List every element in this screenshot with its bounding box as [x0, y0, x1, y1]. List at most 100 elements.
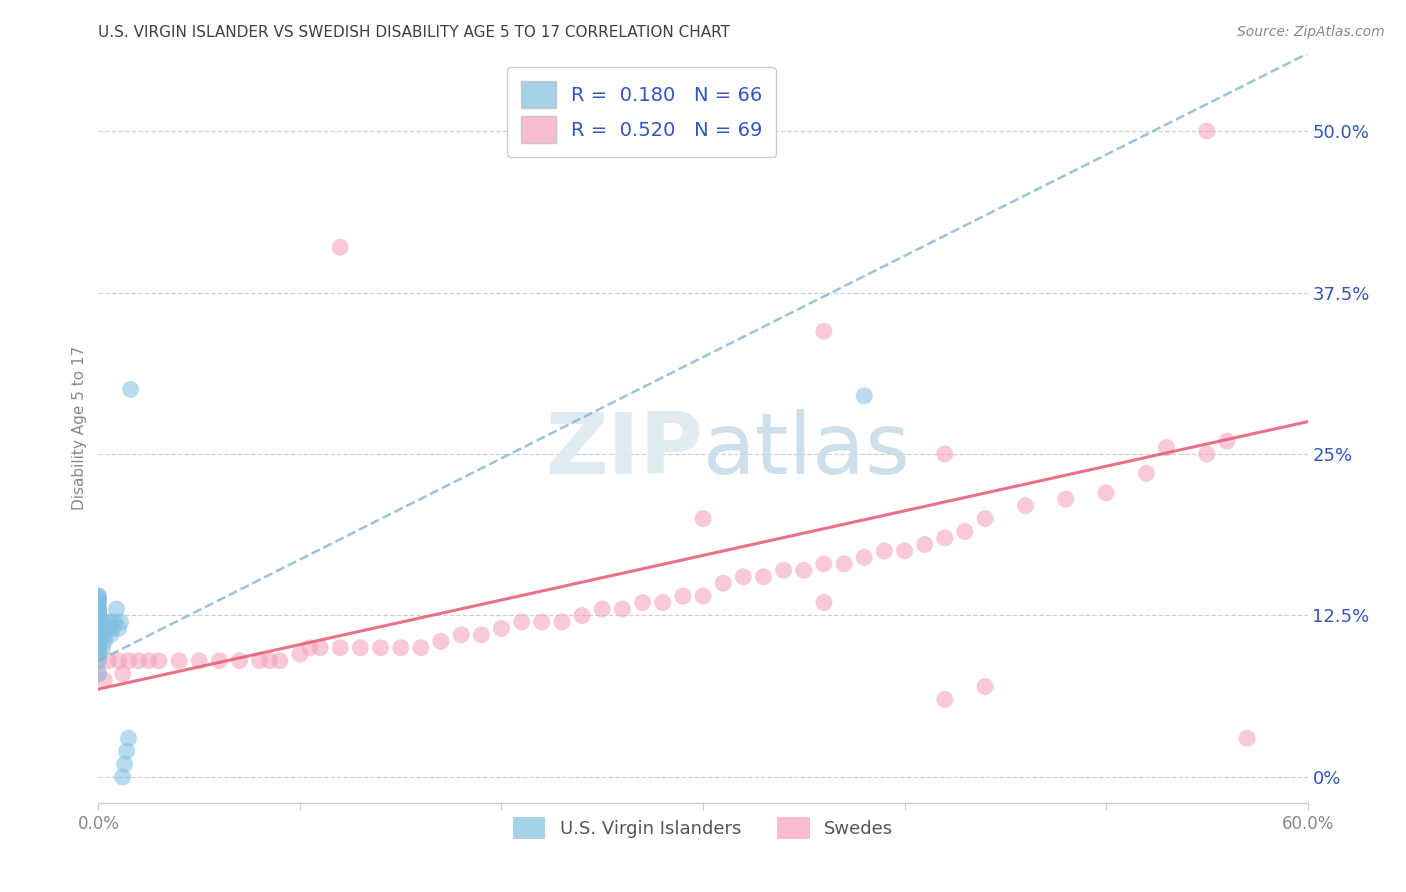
- Point: [87, 607, 110, 622]
- Point: [631, 596, 654, 610]
- Point: [389, 640, 412, 655]
- Point: [87, 628, 110, 642]
- Point: [87, 666, 110, 681]
- Point: [87, 621, 110, 635]
- Text: U.S. VIRGIN ISLANDER VS SWEDISH DISABILITY AGE 5 TO 17 CORRELATION CHART: U.S. VIRGIN ISLANDER VS SWEDISH DISABILI…: [98, 25, 731, 40]
- Point: [148, 654, 170, 668]
- Point: [409, 640, 432, 655]
- Point: [87, 640, 110, 655]
- Point: [87, 608, 110, 623]
- Point: [249, 654, 271, 668]
- Point: [111, 770, 134, 784]
- Point: [288, 647, 311, 661]
- Point: [87, 634, 110, 648]
- Point: [138, 654, 160, 668]
- Point: [853, 550, 876, 565]
- Point: [87, 619, 110, 633]
- Point: [93, 634, 115, 648]
- Point: [118, 731, 141, 746]
- Point: [813, 324, 835, 338]
- Point: [87, 591, 110, 606]
- Point: [934, 447, 956, 461]
- Point: [87, 602, 110, 616]
- Point: [96, 621, 118, 635]
- Point: [934, 692, 956, 706]
- Point: [733, 570, 755, 584]
- Point: [87, 628, 110, 642]
- Point: [832, 557, 855, 571]
- Point: [651, 596, 673, 610]
- Point: [87, 614, 110, 628]
- Point: [97, 615, 120, 629]
- Point: [329, 240, 352, 254]
- Point: [1135, 467, 1157, 481]
- Point: [87, 640, 110, 655]
- Text: atlas: atlas: [703, 409, 911, 492]
- Point: [1216, 434, 1239, 448]
- Point: [711, 576, 734, 591]
- Point: [167, 654, 190, 668]
- Point: [491, 621, 513, 635]
- Point: [813, 596, 835, 610]
- Point: [87, 640, 110, 655]
- Point: [1014, 499, 1036, 513]
- Point: [309, 640, 332, 655]
- Point: [87, 611, 110, 625]
- Point: [87, 615, 110, 629]
- Point: [87, 628, 110, 642]
- Point: [87, 634, 110, 648]
- Point: [1195, 447, 1218, 461]
- Point: [87, 596, 110, 610]
- Point: [87, 631, 110, 645]
- Point: [87, 640, 110, 655]
- Point: [87, 612, 110, 626]
- Point: [87, 654, 110, 668]
- Text: Source: ZipAtlas.com: Source: ZipAtlas.com: [1237, 25, 1385, 39]
- Point: [813, 557, 835, 571]
- Point: [329, 640, 352, 655]
- Point: [97, 654, 120, 668]
- Point: [107, 621, 129, 635]
- Point: [1095, 485, 1118, 500]
- Point: [299, 640, 322, 655]
- Point: [114, 757, 136, 772]
- Point: [87, 615, 110, 629]
- Point: [100, 615, 122, 629]
- Point: [612, 602, 634, 616]
- Point: [101, 621, 124, 635]
- Point: [87, 620, 110, 634]
- Point: [510, 615, 533, 629]
- Point: [349, 640, 371, 655]
- Point: [208, 654, 231, 668]
- Point: [110, 615, 132, 629]
- Point: [118, 654, 141, 668]
- Point: [752, 570, 775, 584]
- Point: [188, 654, 211, 668]
- Point: [1054, 492, 1077, 507]
- Point: [87, 628, 110, 642]
- Y-axis label: Disability Age 5 to 17: Disability Age 5 to 17: [72, 346, 87, 510]
- Point: [692, 589, 714, 603]
- Point: [430, 634, 453, 648]
- Point: [93, 673, 115, 687]
- Point: [87, 615, 110, 629]
- Point: [974, 511, 997, 525]
- Point: [772, 563, 794, 577]
- Point: [672, 589, 695, 603]
- Point: [91, 640, 114, 655]
- Point: [87, 617, 110, 632]
- Point: [128, 654, 150, 668]
- Point: [551, 615, 574, 629]
- Point: [470, 628, 492, 642]
- Point: [87, 589, 110, 603]
- Point: [571, 608, 593, 623]
- Point: [87, 605, 110, 619]
- Point: [87, 634, 110, 648]
- Point: [87, 615, 110, 629]
- Point: [87, 602, 110, 616]
- Point: [591, 602, 613, 616]
- Point: [873, 544, 896, 558]
- Point: [87, 624, 110, 638]
- Point: [228, 654, 250, 668]
- Point: [269, 654, 291, 668]
